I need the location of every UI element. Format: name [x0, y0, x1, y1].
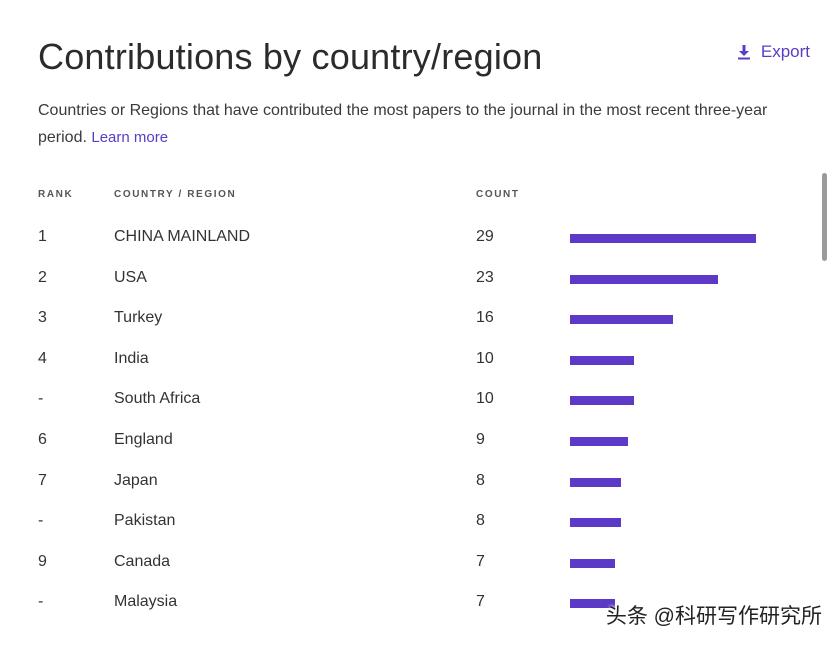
rank-cell: 6	[38, 431, 47, 448]
table-row: - Pakistan 8	[0, 512, 820, 552]
rank-cell: -	[38, 593, 44, 611]
count-bar	[570, 315, 673, 325]
count-bar	[570, 274, 718, 284]
country-cell: Japan	[114, 471, 158, 489]
count-bar	[570, 355, 634, 365]
description-text: Countries or Regions that have contribut…	[38, 102, 768, 146]
country-cell: Canada	[114, 552, 171, 570]
count-cell: 16	[476, 309, 494, 327]
country-cell: USA	[114, 268, 147, 286]
count-cell: 10	[476, 349, 494, 367]
rank-cell: 4	[38, 349, 47, 367]
column-header-rank: RANK	[38, 189, 74, 200]
table-row: 1 CHINA MAINLAND 29	[0, 228, 820, 268]
country-cell: India	[114, 349, 149, 367]
count-cell: 10	[476, 390, 494, 408]
description: Countries or Regions that have contribut…	[38, 97, 808, 151]
table-row: 6 England 9	[0, 431, 820, 471]
count-cell: 23	[476, 268, 494, 286]
count-bar	[570, 599, 615, 609]
page-title: Contributions by country/region	[38, 36, 543, 77]
watermark: 头条 @科研写作研究所	[605, 605, 822, 628]
country-cell: Malaysia	[114, 593, 178, 611]
count-cell: 8	[476, 512, 485, 530]
rank-cell: 2	[38, 268, 47, 286]
table-row: 7 Japan 8	[0, 472, 820, 512]
country-cell: England	[114, 431, 173, 448]
count-cell: 8	[476, 471, 485, 489]
rank-cell: 1	[38, 228, 47, 245]
table-row: - Malaysia 7	[0, 593, 820, 633]
learn-more-link[interactable]: Learn more	[91, 129, 169, 146]
column-header-country: COUNTRY / REGION	[114, 189, 237, 200]
country-cell: South Africa	[114, 390, 201, 408]
rank-cell: 9	[38, 552, 47, 570]
count-cell: 29	[476, 228, 494, 245]
count-bar	[570, 234, 756, 243]
rank-cell: -	[38, 512, 44, 530]
count-cell: 7	[476, 552, 485, 570]
country-cell: CHINA MAINLAND	[114, 228, 251, 245]
column-header-count: COUNT	[476, 189, 520, 200]
scrollbar[interactable]	[822, 173, 827, 261]
table-row: 4 India 10	[0, 350, 820, 390]
count-cell: 9	[476, 431, 485, 448]
country-cell: Pakistan	[114, 512, 176, 530]
table-row: 3 Turkey 16	[0, 309, 820, 349]
table-row: 9 Canada 7	[0, 553, 820, 593]
table-row: 2 USA 23	[0, 269, 820, 309]
rank-cell: 3	[38, 309, 47, 327]
export-label: Export	[760, 42, 810, 61]
count-bar	[570, 396, 634, 406]
table-row: - South Africa 10	[0, 390, 820, 430]
count-bar	[570, 558, 615, 568]
download-icon	[737, 44, 751, 60]
rank-cell: -	[38, 390, 44, 408]
count-cell: 7	[476, 593, 485, 611]
rank-cell: 7	[38, 471, 47, 489]
count-bar	[570, 437, 628, 446]
count-bar	[570, 518, 621, 528]
count-bar	[570, 477, 621, 487]
export-button[interactable]: Export	[737, 42, 810, 62]
country-cell: Turkey	[114, 309, 163, 327]
